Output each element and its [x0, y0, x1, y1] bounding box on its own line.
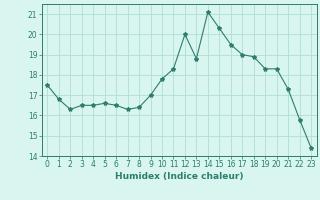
X-axis label: Humidex (Indice chaleur): Humidex (Indice chaleur): [115, 172, 244, 181]
